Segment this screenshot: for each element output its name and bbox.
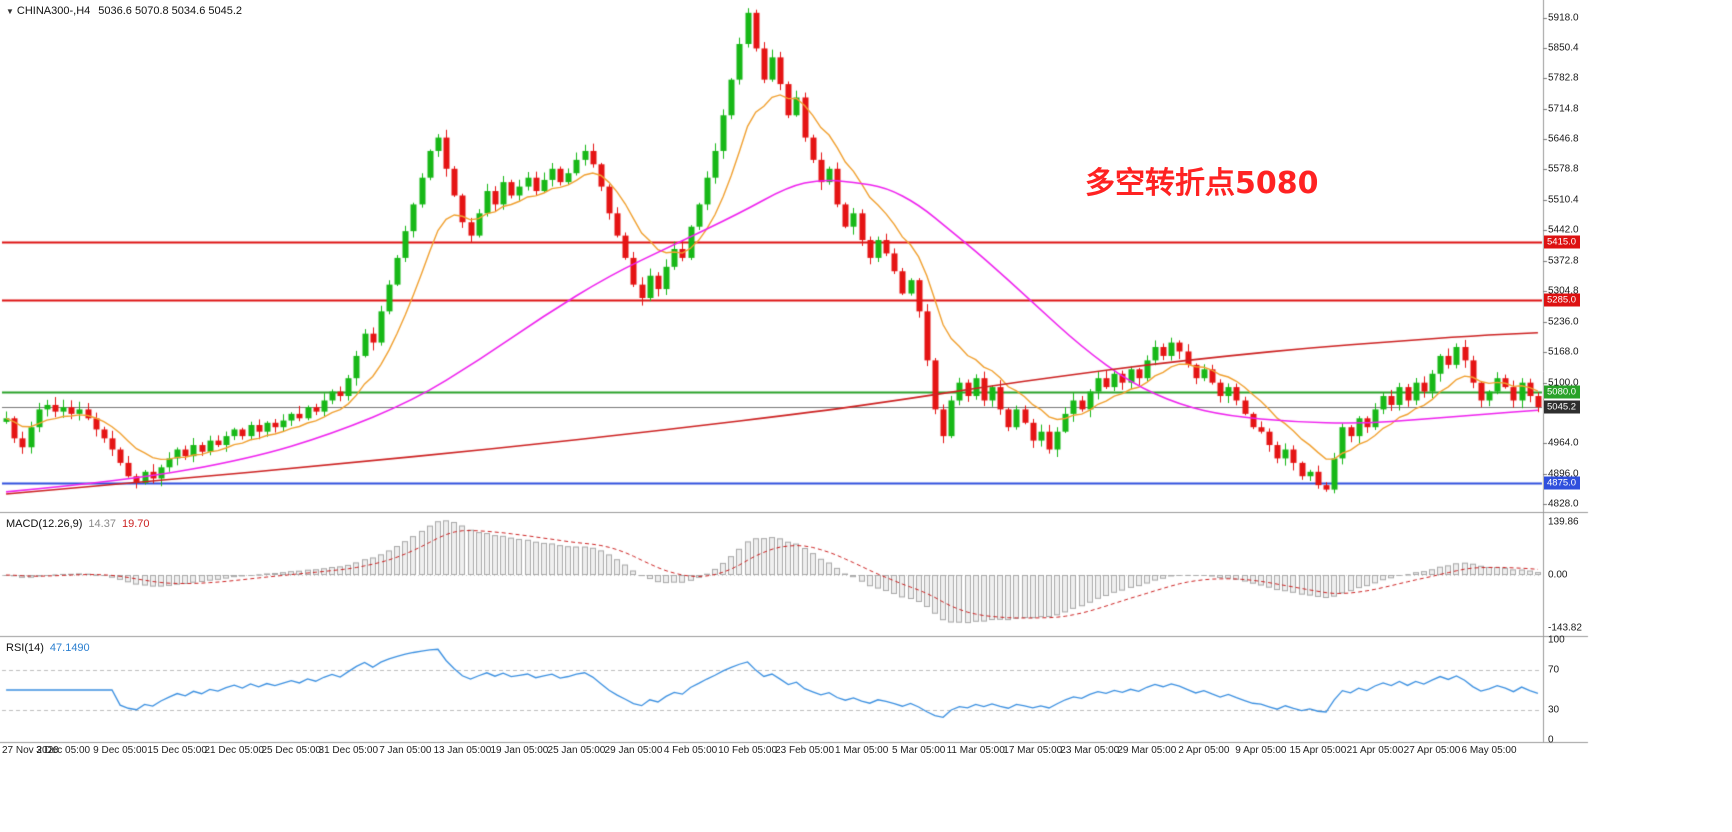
price-axis-label: 5100.0: [1548, 377, 1579, 389]
price-axis-label: 4828.0: [1548, 498, 1579, 510]
price-axis-label: 4896.0: [1548, 468, 1579, 480]
price-axis-label: 4964.0: [1548, 437, 1579, 449]
time-axis-label: 21 Dec 05:00: [204, 745, 264, 756]
time-axis-label: 21 Apr 05:00: [1346, 745, 1404, 756]
macd-signal-value: 19.70: [121, 518, 150, 530]
time-axis-label: 13 Jan 05:00: [433, 745, 492, 756]
current-price-tag: 5045.2: [1544, 400, 1581, 414]
price-axis-label: 5372.8: [1548, 255, 1579, 267]
symbol-expander-icon[interactable]: ▼: [6, 7, 14, 16]
price-level-tag: 5285.0: [1544, 293, 1581, 307]
time-axis-label: 2 Apr 05:00: [1178, 745, 1230, 756]
price-axis-label: 5236.0: [1548, 316, 1579, 328]
time-axis-label: 3 Dec 05:00: [36, 745, 91, 756]
time-axis-label: 4 Feb 05:00: [663, 745, 718, 756]
symbol-header: ▼ CHINA300-,H4 5036.6 5070.8 5034.6 5045.2: [6, 5, 242, 17]
time-axis-label: 25 Dec 05:00: [261, 745, 322, 756]
price-axis-label: 5646.8: [1548, 133, 1579, 145]
price-axis-label: 5304.8: [1548, 285, 1579, 297]
price-axis-label: 5850.4: [1548, 42, 1579, 54]
rsi-axis-label: 30: [1548, 704, 1560, 716]
rsi-indicator-label: RSI(14) 47.1490: [6, 642, 90, 654]
rsi-name: RSI(14): [6, 642, 44, 654]
rsi-axis-label: 70: [1548, 664, 1560, 676]
time-axis-label: 25 Jan 05:00: [547, 745, 606, 756]
rsi-axis-label: 0: [1548, 734, 1554, 746]
pivot-annotation-text: 多空转折点5080: [1085, 166, 1319, 201]
rsi-axis-label: 100: [1548, 634, 1565, 646]
time-axis-label: 23 Feb 05:00: [775, 745, 835, 756]
macd-axis-label: 139.86: [1548, 516, 1579, 528]
price-level-tag: 5415.0: [1544, 235, 1581, 249]
price-axis-label: 5782.8: [1548, 72, 1579, 84]
time-axis-label: 19 Jan 05:00: [490, 745, 549, 756]
time-axis-label: 11 Mar 05:00: [946, 745, 1005, 756]
macd-axis-label: 0.00: [1548, 569, 1568, 581]
macd-main-value: 14.37: [88, 518, 116, 530]
time-axis-label: 27 Apr 05:00: [1403, 745, 1461, 756]
time-axis-label: 5 Mar 05:00: [891, 745, 946, 756]
time-axis-label: 31 Dec 05:00: [318, 745, 379, 756]
price-axis-label: 5442.0: [1548, 224, 1579, 236]
price-level-tag: 5080.0: [1544, 385, 1581, 399]
time-axis-label: 29 Mar 05:00: [1117, 745, 1177, 756]
rsi-value: 47.1490: [49, 642, 90, 654]
time-axis-label: 17 Mar 05:00: [1003, 745, 1063, 756]
time-axis-label: 7 Jan 05:00: [379, 745, 432, 756]
time-axis-label: 9 Dec 05:00: [93, 745, 148, 756]
price-level-tag: 4875.0: [1544, 476, 1581, 490]
price-axis-label: 5578.8: [1548, 163, 1579, 175]
price-axis-label: 5510.4: [1548, 194, 1579, 206]
time-axis-label: 15 Dec 05:00: [147, 745, 207, 756]
symbol-timeframe-label: CHINA300-,H4: [16, 5, 91, 17]
macd-axis-label: -143.82: [1548, 622, 1582, 634]
ohlc-quote-values: 5036.6 5070.8 5034.6 5045.2: [98, 5, 243, 17]
time-axis-label: 9 Apr 05:00: [1235, 745, 1287, 756]
time-axis-label: 10 Feb 05:00: [718, 745, 778, 756]
price-axis-label: 5714.8: [1548, 103, 1579, 115]
macd-name: MACD(12.26,9): [6, 518, 83, 530]
price-axis-label: 5918.0: [1548, 12, 1579, 24]
macd-indicator-label: MACD(12.26,9) 14.37 19.70: [6, 518, 149, 530]
price-axis-label: 5168.0: [1548, 346, 1579, 358]
time-axis-label: 27 Nov 2020: [2, 745, 59, 756]
time-axis-label: 29 Jan 05:00: [604, 745, 663, 756]
time-axis-label: 1 Mar 05:00: [834, 745, 889, 756]
time-axis-label: 6 May 05:00: [1461, 745, 1517, 756]
time-axis-label: 15 Apr 05:00: [1289, 745, 1347, 756]
time-axis-label: 23 Mar 05:00: [1060, 745, 1120, 756]
